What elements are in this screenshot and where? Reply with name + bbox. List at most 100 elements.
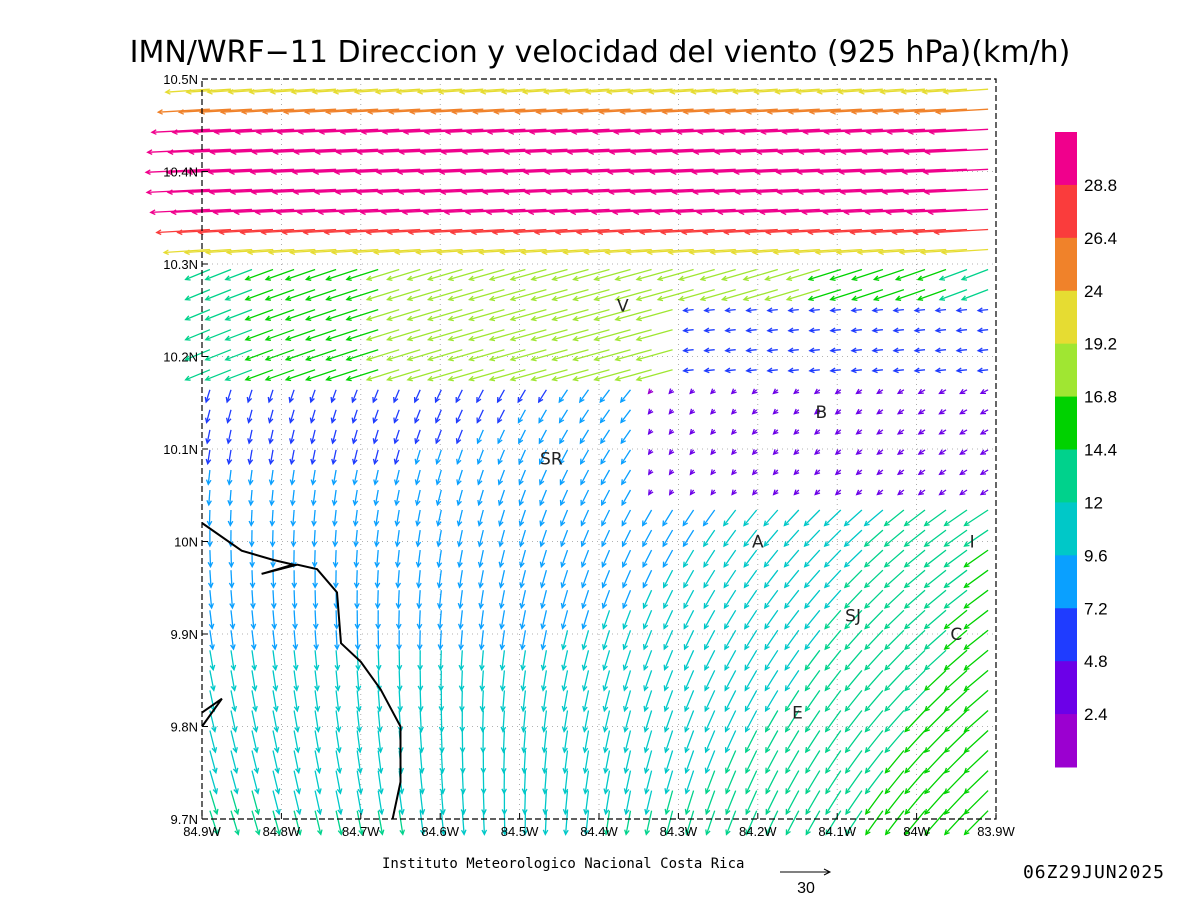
wind-vector [209, 730, 218, 754]
wind-vector [733, 168, 799, 175]
wind-vector [464, 208, 526, 216]
wind-vector [703, 569, 716, 589]
wind-vector [803, 529, 821, 548]
wind-vector [844, 750, 863, 774]
wind-vector [725, 770, 737, 795]
wind-vector [406, 268, 442, 282]
wind-vector [786, 228, 841, 236]
wind-vector [629, 188, 694, 195]
wind-vector [372, 429, 379, 445]
wind-vector [360, 128, 421, 135]
wind-vector [871, 108, 926, 115]
wind-vector [373, 530, 380, 548]
wind-vector [251, 770, 260, 795]
wind-vector [824, 629, 842, 651]
wind-vector [979, 449, 989, 455]
wind-vector [314, 670, 320, 692]
wind-vector [325, 308, 358, 322]
reference-vector: 30 [780, 868, 832, 897]
wind-vector [883, 529, 905, 548]
wind-vector [938, 429, 947, 435]
wind-vector [934, 327, 947, 334]
wind-vector [647, 449, 654, 456]
wind-vector [892, 307, 904, 314]
wind-vector [426, 288, 463, 302]
wind-vector [834, 429, 842, 435]
wind-vector [565, 168, 631, 175]
wind-vector [864, 790, 884, 816]
wind-vector [271, 610, 278, 630]
wind-vector [745, 347, 757, 354]
institution-label: Instituto Meteorologico Nacional Costa R… [382, 856, 744, 872]
wind-vector [497, 429, 505, 445]
wind-vector [785, 750, 800, 774]
wind-vector [359, 208, 421, 216]
wind-vector [590, 208, 652, 216]
wind-vector [314, 730, 321, 754]
wind-vector [923, 609, 947, 630]
wind-vector [228, 570, 235, 589]
wind-vector [353, 570, 360, 589]
wind-vector [497, 469, 506, 486]
wind-vector [824, 730, 842, 754]
wind-vector [468, 268, 505, 282]
wind-vector [668, 469, 675, 476]
wind-vector [311, 550, 318, 569]
wind-vector [467, 288, 505, 302]
wind-vector [288, 389, 295, 404]
wind-vector [355, 670, 362, 692]
wind-vector [345, 349, 379, 362]
wind-vector [804, 629, 821, 651]
wind-vector [206, 509, 213, 527]
wind-vector [406, 308, 442, 322]
wind-vector [468, 349, 505, 362]
wind-vector [863, 569, 884, 589]
wind-vector [447, 308, 484, 322]
wind-vector [499, 650, 506, 672]
wind-vector [627, 88, 673, 95]
wind-vector [805, 730, 821, 754]
wind-vector [851, 288, 884, 302]
wind-vector [365, 308, 400, 322]
wind-vector [662, 549, 674, 568]
wind-vector [692, 148, 757, 155]
wind-vector [628, 168, 694, 175]
wind-vector [560, 509, 569, 527]
wind-vector [500, 690, 506, 713]
wind-vector [659, 228, 715, 236]
wind-vector [884, 770, 905, 795]
wind-vector [224, 288, 253, 301]
wind-vector [212, 208, 274, 216]
wind-vector [697, 128, 757, 135]
wind-vector [460, 750, 466, 775]
wind-vector [872, 288, 905, 301]
wind-vector [244, 288, 274, 301]
wind-vector [642, 509, 653, 527]
wind-vector [682, 549, 695, 568]
wind-vector [744, 649, 758, 671]
wind-vector [635, 349, 673, 362]
wind-vector [896, 388, 905, 395]
wind-vector [423, 128, 484, 135]
wind-vector [289, 429, 295, 445]
y-tick-label: 9.7N [171, 812, 198, 827]
wind-vector [829, 108, 883, 115]
wind-vector [538, 409, 547, 424]
wind-vector [209, 790, 219, 816]
wind-vector [323, 228, 379, 236]
wind-vector [435, 429, 442, 445]
wind-vector [803, 509, 821, 527]
wind-vector [976, 327, 989, 334]
wind-vector [376, 710, 383, 733]
wind-vector [600, 469, 611, 486]
wind-vector [963, 609, 989, 630]
wind-vector [649, 168, 715, 175]
wind-vector [886, 128, 947, 135]
wind-vector [805, 750, 821, 774]
wind-vector [396, 670, 403, 692]
wind-vector [824, 609, 842, 630]
coastline-island [201, 697, 223, 728]
wind-vector [802, 128, 862, 135]
wind-vector [844, 689, 863, 713]
wind-vector [345, 369, 379, 382]
